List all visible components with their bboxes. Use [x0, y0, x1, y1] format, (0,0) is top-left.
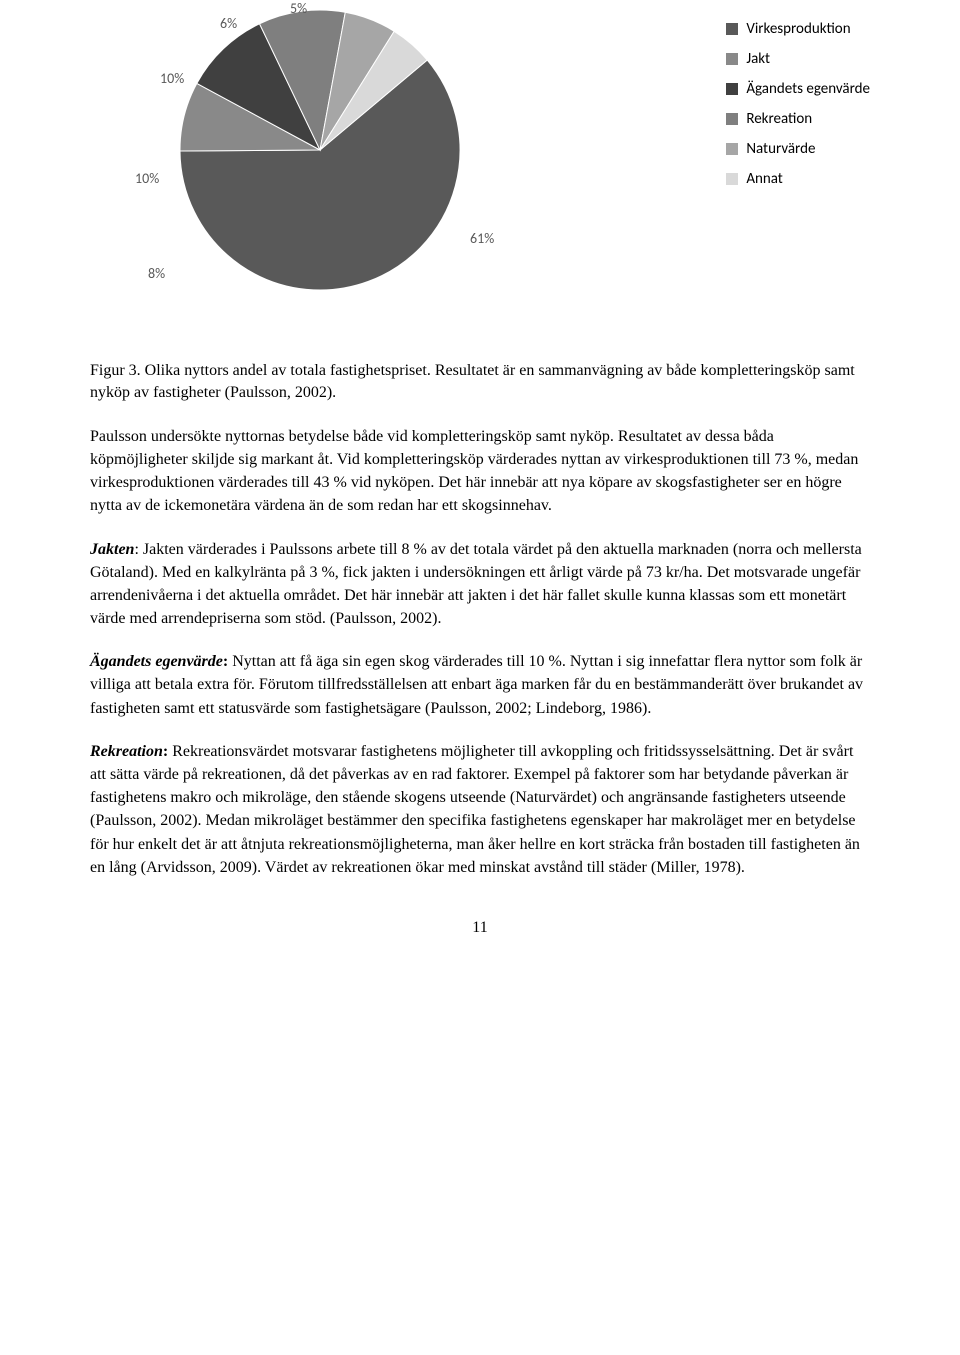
pie-slice-label: 8% — [148, 265, 165, 282]
page-number: 11 — [90, 919, 870, 937]
lead-agandets: Ägandets egenvärde — [90, 653, 223, 670]
legend-label: Annat — [746, 170, 783, 188]
legend-item: Rekreation — [726, 110, 870, 128]
chart-legend: Virkesproduktion Jakt Ägandets egenvärde Re… — [726, 20, 870, 200]
pie-chart-region: 61% 8% 10% 10% 6% 5% Virkesproduktion Jakt Ägan… — [90, 0, 870, 320]
pie-chart — [180, 10, 460, 290]
paragraph-intro: Paulsson undersökte nyttornas betydelse … — [90, 425, 870, 518]
legend-swatch — [726, 83, 738, 95]
text-rekreation: Rekreationsvärdet motsvarar fastighetens… — [90, 743, 860, 876]
pie-slice-label: 6% — [220, 15, 237, 32]
text-jakten: : Jakten värderades i Paulssons arbete t… — [90, 541, 862, 628]
legend-item: Jakt — [726, 50, 870, 68]
legend-item: Annat — [726, 170, 870, 188]
lead-jakten: Jakten — [90, 541, 134, 558]
legend-label: Jakt — [746, 50, 770, 68]
legend-item: Naturvärde — [726, 140, 870, 158]
legend-item: Ägandets egenvärde — [726, 80, 870, 98]
lead-rekreation: Rekreation — [90, 743, 163, 760]
paragraph-rekreation: Rekreation: Rekreationsvärdet motsvarar … — [90, 740, 870, 879]
paragraph-agandets: Ägandets egenvärde: Nyttan att få äga si… — [90, 650, 870, 720]
pie-slice-label: 10% — [160, 70, 184, 87]
paragraph-jakten: Jakten: Jakten värderades i Paulssons ar… — [90, 538, 870, 631]
pie-slice-label: 5% — [290, 0, 307, 17]
legend-label: Virkesproduktion — [746, 20, 850, 38]
pie-slice-label: 10% — [135, 170, 159, 187]
legend-swatch — [726, 143, 738, 155]
legend-label: Rekreation — [746, 110, 812, 128]
pie-slice-label: 61% — [470, 230, 494, 247]
legend-swatch — [726, 173, 738, 185]
legend-swatch — [726, 23, 738, 35]
legend-swatch — [726, 53, 738, 65]
legend-item: Virkesproduktion — [726, 20, 870, 38]
figure-caption: Figur 3. Olika nyttors andel av totala f… — [90, 360, 870, 405]
legend-label: Naturvärde — [746, 140, 815, 158]
legend-label: Ägandets egenvärde — [746, 80, 870, 98]
legend-swatch — [726, 113, 738, 125]
